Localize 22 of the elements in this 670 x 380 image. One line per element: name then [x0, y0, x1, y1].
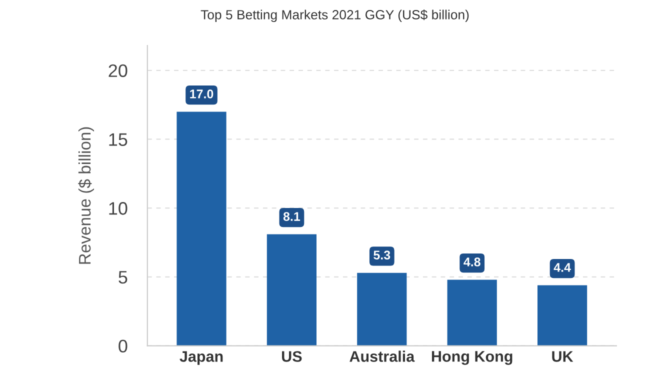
x-tick-label: Australia — [350, 350, 415, 362]
x-tick-label: US — [282, 351, 302, 362]
bar — [176, 112, 226, 346]
y-axis-title: Revenue ($ billion) — [78, 127, 94, 264]
x-tick-label: Hong Kong — [432, 351, 512, 365]
y-tick-label: 20 — [108, 64, 128, 78]
y-tick-label: 0 — [118, 340, 128, 353]
data-label: 17.0 — [190, 90, 214, 98]
data-label: 5.3 — [374, 250, 390, 260]
data-label: 4.8 — [464, 258, 480, 266]
bar — [266, 234, 317, 346]
x-tick-label: UK — [552, 351, 574, 362]
bar — [447, 280, 497, 346]
bar — [537, 285, 588, 346]
data-label: 8.1 — [283, 212, 300, 221]
y-tick-label: 5 — [118, 271, 128, 284]
bar — [357, 272, 407, 346]
y-tick-label: 10 — [109, 202, 128, 215]
data-label: 4.4 — [554, 263, 571, 272]
chart-title: Top 5 Betting Markets 2021 GGY (US$ billion) — [200, 10, 469, 22]
x-tick-label: Japan — [180, 351, 223, 365]
y-tick-label: 15 — [109, 133, 128, 146]
